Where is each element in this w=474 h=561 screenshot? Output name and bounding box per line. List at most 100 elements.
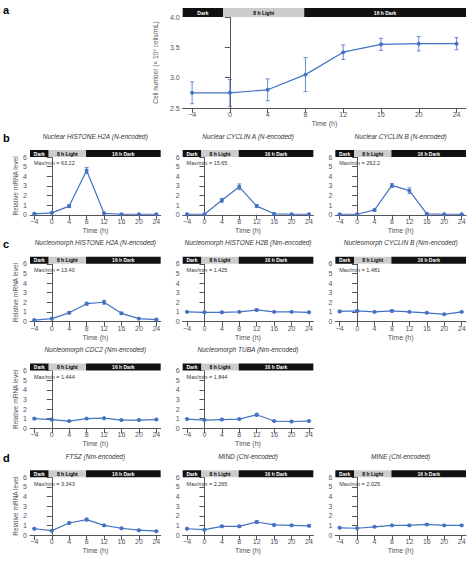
svg-text:1: 1 [23,415,27,422]
svg-text:3: 3 [23,396,27,403]
svg-text:20: 20 [288,431,296,438]
svg-text:0: 0 [50,538,54,545]
svg-text:Dark: Dark [34,471,45,477]
svg-text:0: 0 [202,431,206,438]
svg-text:8: 8 [85,431,89,438]
svg-text:Time (h): Time (h) [235,547,261,555]
svg-text:Nucleomorph HISTONE H2A (N-enc: Nucleomorph HISTONE H2A (N-encoded) [35,239,156,247]
svg-text:Time (h): Time (h) [82,227,108,235]
svg-text:0: 0 [202,538,206,545]
svg-text:Max/min = 1.444: Max/min = 1.444 [34,374,75,380]
svg-text:1: 1 [23,522,27,529]
svg-text:−4: −4 [336,218,344,225]
svg-text:4: 4 [23,386,27,393]
svg-text:20: 20 [288,538,296,545]
svg-text:d: d [3,452,10,464]
svg-text:16: 16 [118,325,126,332]
svg-text:1: 1 [328,308,332,315]
svg-text:Max/min = 13.40: Max/min = 13.40 [34,267,75,273]
svg-text:0: 0 [355,538,359,545]
svg-text:2: 2 [328,299,332,306]
svg-text:MIND (Chl-encoded): MIND (Chl-encoded) [218,453,278,461]
svg-text:1: 1 [328,202,332,209]
svg-text:8 h Light: 8 h Light [57,257,78,263]
svg-text:4: 4 [373,538,377,545]
svg-text:12: 12 [253,538,261,545]
svg-text:24: 24 [458,325,466,332]
svg-text:3: 3 [328,182,332,189]
svg-text:Nucleomorph CYCLIN B (Nm-encod: Nucleomorph CYCLIN B (Nm-encoded) [344,239,458,247]
svg-text:4: 4 [176,280,180,287]
svg-text:4: 4 [67,325,71,332]
svg-text:5: 5 [328,163,332,170]
svg-text:16: 16 [118,218,126,225]
svg-text:Dark: Dark [197,10,208,16]
svg-text:16 h Dark: 16 h Dark [265,151,288,157]
svg-text:2: 2 [23,192,27,199]
svg-text:0: 0 [176,318,180,325]
svg-text:6: 6 [23,474,27,481]
svg-text:24: 24 [152,538,160,545]
svg-text:12: 12 [253,218,261,225]
svg-text:Dark: Dark [339,257,350,263]
svg-text:24: 24 [453,111,461,118]
svg-text:8: 8 [390,325,394,332]
svg-text:2: 2 [176,406,180,413]
svg-text:Nuclear HISTONE H2A (N-encoded: Nuclear HISTONE H2A (N-encoded) [43,133,148,141]
svg-text:4: 4 [220,218,224,225]
svg-text:12: 12 [405,325,413,332]
svg-text:5: 5 [23,483,27,490]
svg-text:4: 4 [23,280,27,287]
svg-text:Dark: Dark [339,471,350,477]
svg-text:3: 3 [176,503,180,510]
svg-text:−4: −4 [183,538,191,545]
svg-text:Dark: Dark [186,471,197,477]
svg-text:2.5: 2.5 [170,105,180,112]
svg-text:8 h Light: 8 h Light [57,151,78,157]
svg-text:2: 2 [328,192,332,199]
svg-text:Time (h): Time (h) [82,440,108,448]
svg-text:20: 20 [135,431,143,438]
svg-text:0: 0 [176,532,180,539]
svg-text:0: 0 [23,318,27,325]
svg-text:Max/min = 262.2: Max/min = 262.2 [339,160,380,166]
svg-text:−4: −4 [336,538,344,545]
svg-text:16: 16 [270,325,278,332]
svg-text:12: 12 [405,538,413,545]
svg-text:Max/min = 2.265: Max/min = 2.265 [187,481,228,487]
svg-text:20: 20 [415,111,423,118]
svg-text:Dark: Dark [34,257,45,263]
svg-text:3: 3 [176,396,180,403]
svg-text:16: 16 [118,538,126,545]
svg-text:Max/min = 1.844: Max/min = 1.844 [187,374,228,380]
svg-text:Dark: Dark [34,151,45,157]
svg-text:Dark: Dark [34,364,45,370]
svg-text:12: 12 [253,431,261,438]
svg-text:0: 0 [355,325,359,332]
svg-text:8: 8 [85,325,89,332]
svg-text:0: 0 [176,211,180,218]
svg-text:3.0: 3.0 [170,74,180,81]
svg-text:8 h Light: 8 h Light [210,151,231,157]
svg-text:16: 16 [423,218,431,225]
svg-text:Relative mRNA level: Relative mRNA level [12,262,19,322]
svg-text:12: 12 [339,111,347,118]
svg-text:16: 16 [270,538,278,545]
svg-text:24: 24 [152,325,160,332]
svg-text:Dark: Dark [186,257,197,263]
svg-text:5: 5 [328,270,332,277]
svg-text:2: 2 [176,299,180,306]
svg-text:20: 20 [288,218,296,225]
svg-text:Dark: Dark [339,151,350,157]
svg-text:24: 24 [305,218,313,225]
svg-text:8 h Light: 8 h Light [57,471,78,477]
svg-text:−4: −4 [30,538,38,545]
svg-text:2: 2 [176,192,180,199]
svg-text:−4: −4 [336,325,344,332]
svg-text:5: 5 [23,270,27,277]
svg-text:Relative mRNA level: Relative mRNA level [12,156,19,216]
svg-text:1: 1 [176,308,180,315]
svg-text:20: 20 [135,218,143,225]
svg-text:1: 1 [176,202,180,209]
svg-text:4: 4 [328,280,332,287]
